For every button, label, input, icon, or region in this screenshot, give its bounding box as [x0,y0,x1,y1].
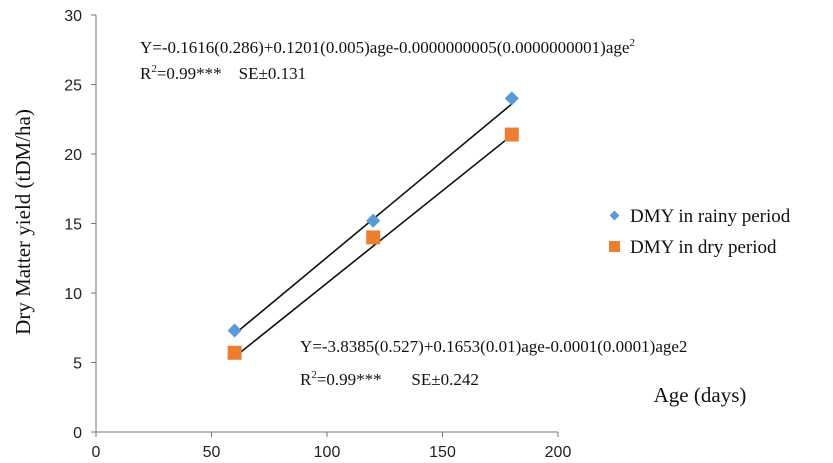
y-tick-label: 5 [73,356,82,373]
data-markers [227,91,519,360]
y-tick-label: 15 [64,217,82,234]
y-tick-label: 0 [73,425,82,442]
dry-r2-superscript: 2 [311,369,317,381]
rainy-data-point [504,91,519,106]
y-tick-label: 10 [64,286,82,303]
legend-label-dry: DMY in dry period [630,237,777,258]
dry-data-point [366,230,381,245]
trendline-dry [234,134,513,358]
rainy-r2-prefix: R [140,64,152,83]
dry-data-point [227,345,242,360]
legend-label-rainy: DMY in rainy period [630,206,791,227]
legend: DMY in rainy period DMY in dry period [609,206,791,258]
x-tick-label: 100 [314,444,341,461]
x-tick-label: 200 [545,444,572,461]
legend-marker-rainy [609,210,620,221]
y-axis-title: Dry Matter yield (tDM/ha) [11,109,35,335]
y-tick-label: 20 [64,147,82,164]
legend-marker-dry [609,241,620,252]
rainy-equation-text: Y=-0.1616(0.286)+0.1201(0.005)age-0.0000… [140,38,629,57]
rainy-r2-se: R2=0.99*** SE±0.131 [140,63,306,83]
rainy-r2-superscript: 2 [151,63,157,75]
rainy-r2-rest: =0.99*** SE±0.131 [157,64,306,83]
x-tick-label: 0 [92,444,101,461]
x-tick-label: 50 [203,444,221,461]
y-tick-label: 30 [64,8,82,25]
rainy-data-point [227,323,242,338]
x-axis-title: Age (days) [654,383,747,407]
dry-r2-prefix: R [300,370,312,389]
rainy-data-point [366,213,381,228]
rainy-equation-superscript: 2 [629,37,635,49]
y-tick-labels: 0 5 10 15 20 25 30 [64,8,96,442]
dry-r2-se: R2=0.99*** SE±0.242 [300,369,479,389]
x-tick-labels: 0 50 100 150 200 [92,432,572,461]
dry-equation: Y=-3.8385(0.527)+0.1653(0.01)age-0.0001(… [300,337,687,356]
y-tick-label: 25 [64,78,82,95]
rainy-equation: Y=-0.1616(0.286)+0.1201(0.005)age-0.0000… [140,37,635,57]
dry-r2-rest: =0.99*** SE±0.242 [317,370,479,389]
dry-data-point [504,127,519,142]
x-tick-label: 150 [429,444,456,461]
